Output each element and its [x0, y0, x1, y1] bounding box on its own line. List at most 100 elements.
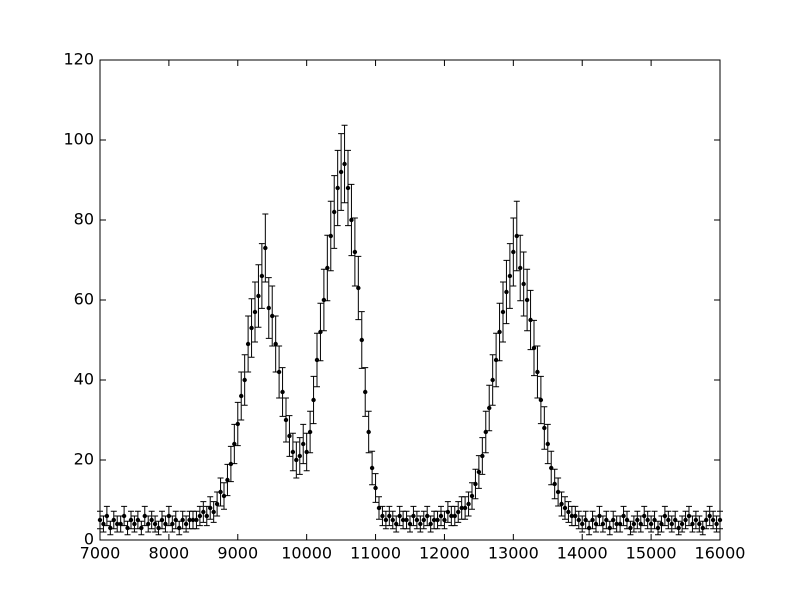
y-tick-label: 0: [84, 530, 94, 549]
data-point: [580, 521, 585, 527]
data-point: [490, 377, 495, 383]
data-point: [524, 297, 530, 303]
data-point: [201, 509, 206, 515]
data-point: [259, 273, 265, 279]
data-point: [425, 513, 430, 519]
data-point: [693, 517, 699, 523]
data-point: [600, 521, 606, 527]
data-point: [218, 489, 223, 495]
data-point: [369, 465, 375, 471]
data-point: [714, 521, 719, 527]
data-point: [469, 493, 475, 499]
data-point: [266, 305, 271, 311]
data-point: [669, 521, 674, 527]
data-point: [428, 521, 433, 527]
data-point: [390, 517, 395, 523]
data-point: [480, 453, 485, 459]
data-point: [276, 369, 282, 375]
data-point: [697, 521, 702, 527]
data-point: [349, 217, 354, 223]
data-point: [111, 517, 116, 523]
y-tick-label: 100: [63, 130, 94, 149]
data-point: [552, 481, 557, 487]
data-point: [214, 501, 220, 507]
data-point: [345, 185, 351, 191]
data-point: [159, 517, 165, 523]
x-tick-label: 12000: [419, 544, 470, 563]
x-tick-label: 9000: [217, 544, 258, 563]
data-point: [290, 449, 296, 455]
data-point: [328, 233, 333, 239]
data-point: [566, 509, 571, 515]
data-point: [152, 521, 158, 527]
data-point: [380, 513, 385, 519]
x-tick-label: 14000: [557, 544, 608, 563]
data-point: [239, 393, 244, 399]
data-point: [514, 233, 519, 239]
data-point: [166, 513, 172, 519]
y-tick-label: 120: [63, 50, 94, 69]
data-point: [177, 525, 182, 531]
data-point: [108, 525, 113, 531]
data-point: [717, 517, 723, 523]
data-point: [662, 513, 668, 519]
data-point: [645, 517, 650, 523]
data-point: [473, 481, 478, 487]
data-point: [104, 513, 110, 519]
data-point: [225, 477, 230, 483]
data-point: [211, 509, 216, 515]
data-point: [256, 293, 261, 299]
data-point: [597, 513, 602, 519]
data-point: [679, 521, 685, 527]
data-point: [466, 501, 471, 507]
data-point: [156, 525, 161, 531]
data-point: [404, 517, 409, 523]
data-point: [707, 513, 712, 519]
data-point: [576, 517, 581, 523]
x-tick-label: 11000: [350, 544, 401, 563]
data-point: [435, 517, 440, 523]
y-tick-label: 20: [74, 450, 94, 469]
data-point: [170, 521, 175, 527]
data-point: [655, 525, 661, 531]
data-point: [418, 521, 423, 527]
data-point: [208, 505, 213, 511]
data-point: [190, 517, 196, 523]
data-point: [545, 441, 550, 447]
data-point: [535, 369, 540, 375]
data-point: [397, 513, 402, 519]
data-point: [621, 513, 626, 519]
data-point: [590, 517, 595, 523]
data-point: [252, 309, 258, 315]
data-point: [132, 521, 137, 527]
data-point: [304, 449, 309, 455]
data-point: [183, 521, 189, 527]
data-point: [363, 389, 368, 395]
data-point: [97, 517, 103, 523]
data-point: [142, 513, 147, 519]
data-point: [542, 425, 547, 431]
data-point: [445, 509, 451, 515]
data-point: [497, 329, 502, 335]
y-tick-label: 40: [74, 370, 94, 389]
data-point: [180, 517, 185, 523]
data-point: [366, 429, 371, 435]
data-point: [342, 161, 347, 167]
data-point: [555, 489, 561, 495]
data-point: [500, 309, 506, 315]
data-point: [149, 517, 154, 523]
data-point: [631, 521, 637, 527]
data-point: [204, 513, 209, 519]
data-point: [690, 521, 695, 527]
data-point: [139, 525, 144, 531]
data-point: [273, 341, 278, 347]
x-tick-label: 10000: [281, 544, 332, 563]
data-point: [356, 285, 361, 291]
x-tick-label: 13000: [488, 544, 539, 563]
x-tick-label: 16000: [695, 544, 746, 563]
data-point: [442, 517, 447, 523]
data-point: [700, 525, 705, 531]
